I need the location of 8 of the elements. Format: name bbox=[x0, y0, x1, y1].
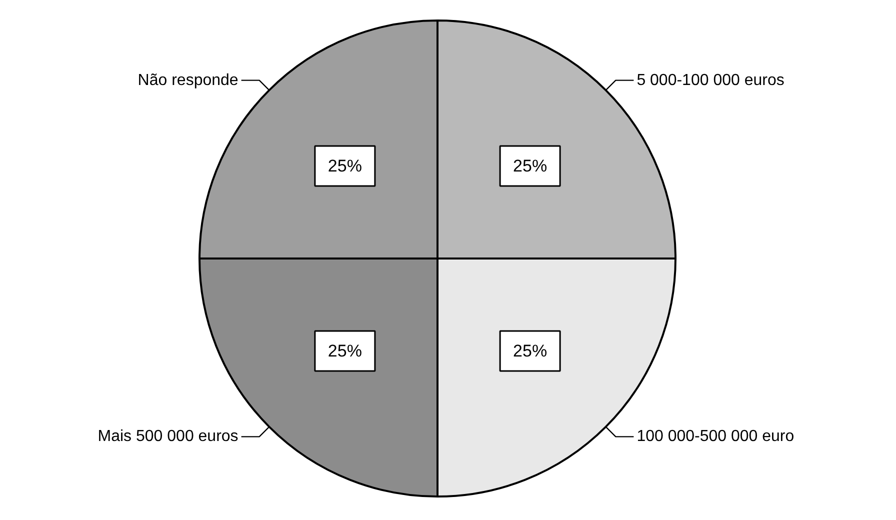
slice-label: 5 000-100 000 euros bbox=[636, 72, 784, 89]
data-label: 25% bbox=[328, 342, 362, 361]
slice-label: Mais 500 000 euros bbox=[98, 428, 238, 446]
data-label: 25% bbox=[328, 156, 362, 176]
slice-label: Não responde bbox=[138, 72, 238, 89]
slice-label: 100 000-500 000 euro bbox=[636, 428, 794, 446]
data-label: 25% bbox=[513, 342, 548, 361]
data-label: 25% bbox=[513, 156, 548, 176]
